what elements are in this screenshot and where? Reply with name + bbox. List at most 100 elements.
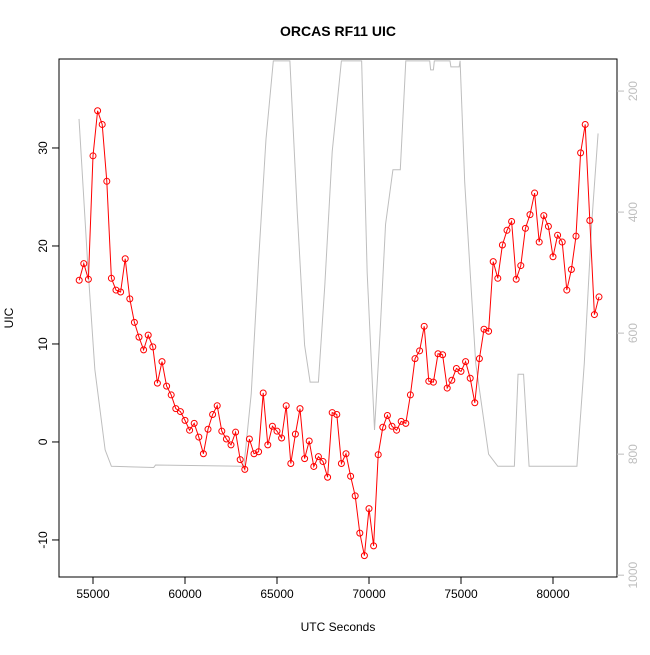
plot-frame bbox=[58, 58, 618, 578]
data-point bbox=[521, 224, 529, 232]
data-point bbox=[328, 409, 336, 417]
data-point bbox=[374, 451, 382, 459]
data-point bbox=[475, 355, 483, 363]
data-point bbox=[222, 435, 230, 443]
data-point bbox=[388, 422, 396, 430]
data-point bbox=[402, 419, 410, 427]
data-point bbox=[273, 427, 281, 435]
data-point bbox=[149, 343, 157, 351]
data-point bbox=[577, 149, 585, 157]
data-point bbox=[236, 456, 244, 464]
y2-tick-label: 200 bbox=[626, 81, 640, 101]
y-tick-label: 0 bbox=[36, 438, 50, 445]
data-point bbox=[508, 217, 516, 225]
y2-tick-label: 600 bbox=[626, 323, 640, 343]
data-point bbox=[370, 542, 378, 550]
data-point bbox=[167, 391, 175, 399]
series-line bbox=[78, 60, 599, 468]
data-point bbox=[268, 422, 276, 430]
data-point bbox=[347, 472, 355, 480]
data-point bbox=[112, 286, 120, 294]
data-point bbox=[250, 450, 258, 458]
x-tick-label: 80000 bbox=[536, 587, 570, 601]
y-tick-label: 10 bbox=[36, 337, 50, 351]
data-point bbox=[379, 423, 387, 431]
data-point bbox=[393, 426, 401, 434]
data-point bbox=[140, 346, 148, 354]
data-point bbox=[558, 238, 566, 246]
data-point bbox=[176, 408, 184, 416]
y-tick-label: 30 bbox=[36, 141, 50, 155]
x-tick-label: 65000 bbox=[260, 587, 294, 601]
data-point bbox=[439, 351, 447, 359]
data-point bbox=[425, 377, 433, 385]
data-point bbox=[434, 350, 442, 358]
data-point bbox=[365, 505, 373, 513]
data-point bbox=[282, 402, 290, 410]
data-point bbox=[278, 434, 286, 442]
data-point bbox=[144, 331, 152, 339]
chart-title: ORCAS RF11 UIC bbox=[280, 23, 396, 39]
data-point bbox=[264, 441, 272, 449]
data-point bbox=[98, 120, 106, 128]
y2-tick-label: 800 bbox=[626, 444, 640, 464]
data-point bbox=[544, 222, 552, 230]
data-point bbox=[554, 231, 562, 239]
data-point bbox=[103, 177, 111, 185]
data-point bbox=[209, 411, 217, 419]
data-point bbox=[190, 419, 198, 427]
data-point bbox=[351, 492, 359, 500]
data-point bbox=[397, 417, 405, 425]
data-point bbox=[305, 437, 313, 445]
data-point bbox=[126, 295, 134, 303]
data-point bbox=[531, 189, 539, 197]
data-point bbox=[485, 327, 493, 335]
data-point bbox=[204, 425, 212, 433]
data-point bbox=[163, 382, 171, 390]
data-point bbox=[406, 391, 414, 399]
y-axis-label: UIC bbox=[2, 307, 16, 328]
data-point bbox=[319, 458, 327, 466]
y2-tick-label: 1000 bbox=[626, 562, 640, 589]
data-point bbox=[199, 450, 207, 458]
data-point bbox=[94, 107, 102, 115]
x-tick-label: 55000 bbox=[76, 587, 110, 601]
data-point bbox=[503, 226, 511, 234]
data-point bbox=[448, 376, 456, 384]
data-point bbox=[213, 402, 221, 410]
data-point bbox=[443, 384, 451, 392]
data-point bbox=[291, 430, 299, 438]
data-point bbox=[245, 435, 253, 443]
data-point bbox=[420, 322, 428, 330]
data-point bbox=[360, 552, 368, 560]
data-point bbox=[135, 333, 143, 341]
data-point bbox=[186, 426, 194, 434]
data-point bbox=[549, 253, 557, 261]
data-point bbox=[567, 265, 575, 273]
data-point bbox=[429, 378, 437, 386]
data-point bbox=[227, 441, 235, 449]
data-point bbox=[416, 347, 424, 355]
data-point bbox=[195, 433, 203, 441]
y2-tick-label: 400 bbox=[626, 202, 640, 222]
data-point bbox=[255, 448, 263, 456]
data-point bbox=[498, 241, 506, 249]
data-point bbox=[342, 450, 350, 458]
data-point bbox=[466, 374, 474, 382]
data-point bbox=[232, 428, 240, 436]
data-point bbox=[80, 260, 88, 268]
data-point bbox=[75, 276, 83, 284]
data-point bbox=[121, 255, 129, 263]
data-point bbox=[512, 275, 520, 283]
data-point bbox=[563, 286, 571, 294]
data-point bbox=[337, 460, 345, 468]
data-point bbox=[117, 288, 125, 296]
data-point bbox=[494, 274, 502, 282]
series-line bbox=[78, 110, 600, 556]
x-tick-label: 60000 bbox=[168, 587, 202, 601]
data-point bbox=[130, 318, 138, 326]
data-point bbox=[462, 358, 470, 366]
data-point bbox=[324, 473, 332, 481]
data-point bbox=[107, 274, 115, 282]
